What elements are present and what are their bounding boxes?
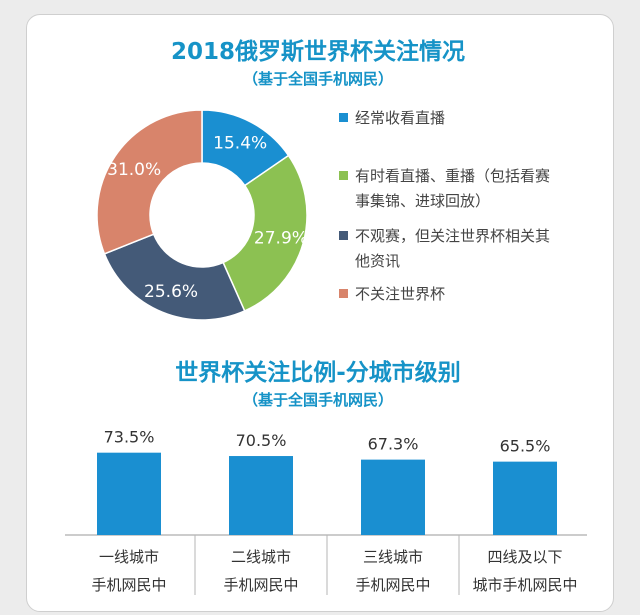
bar-value-label-3: 67.3% <box>368 435 419 454</box>
legend-label-1: 经常收看直播 <box>355 109 445 127</box>
legend-label-3-line-2: 他资讯 <box>355 252 400 270</box>
bar-chart-title: 世界杯关注比例-分城市级别 <box>175 359 461 386</box>
donut-slice-2 <box>222 154 308 312</box>
bar-2 <box>229 456 293 535</box>
bar-chart-subtitle: （基于全国手机网民） <box>243 391 393 409</box>
donut-slice-label-1: 15.4% <box>213 133 267 153</box>
legend-swatch-4 <box>339 289 348 298</box>
donut-slice-4 <box>96 109 203 255</box>
legend-swatch-1 <box>339 113 348 122</box>
infographic-card: 2018俄罗斯世界杯关注情况 （基于全国手机网民） 15.4% 27.9% 25.6… <box>26 14 614 612</box>
legend-label-4: 不关注世界杯 <box>355 285 445 303</box>
bar-value-label-2: 70.5% <box>236 431 287 450</box>
bar-1 <box>97 452 161 535</box>
legend-swatch-2 <box>339 171 348 180</box>
bar-category-label-4-line-2: 城市手机网民中 <box>472 576 577 594</box>
bar-category-label-1-line-1: 一线城市 <box>99 548 159 566</box>
legend-swatch-3 <box>339 231 348 240</box>
legend-label-3: 不观赛，但关注世界杯相关其 <box>355 227 550 245</box>
bar-category-label-1-line-2: 手机网民中 <box>91 576 166 594</box>
bar-4 <box>493 461 557 535</box>
donut-slice-label-3: 25.6% <box>144 282 198 302</box>
bar-category-label-4-line-1: 四线及以下 <box>487 548 562 566</box>
donut-chart-subtitle: （基于全国手机网民） <box>243 70 393 88</box>
infographic-svg: 2018俄罗斯世界杯关注情况 （基于全国手机网民） 15.4% 27.9% 25.6… <box>65 38 587 595</box>
legend-label-2-line-2: 事集锦、进球回放） <box>355 192 490 210</box>
donut-slice-label-2: 27.9% <box>254 228 308 248</box>
bar-category-label-3-line-1: 三线城市 <box>363 548 423 566</box>
donut-slice-3 <box>103 233 246 321</box>
bar-3 <box>361 459 425 535</box>
bar-category-label-3-line-2: 手机网民中 <box>355 576 430 594</box>
bar-value-label-1: 73.5% <box>104 428 155 447</box>
bar-category-label-2-line-1: 二线城市 <box>231 548 291 566</box>
donut-chart: 15.4% 27.9% 25.6% 31.0% <box>96 109 308 321</box>
donut-slice-label-4: 31.0% <box>107 160 161 180</box>
donut-chart-title: 2018俄罗斯世界杯关注情况 <box>171 38 465 65</box>
legend-label-2: 有时看直播、重播（包括看赛 <box>355 167 550 185</box>
bar-category-label-2-line-2: 手机网民中 <box>223 576 298 594</box>
bar-value-label-4: 65.5% <box>500 437 551 456</box>
